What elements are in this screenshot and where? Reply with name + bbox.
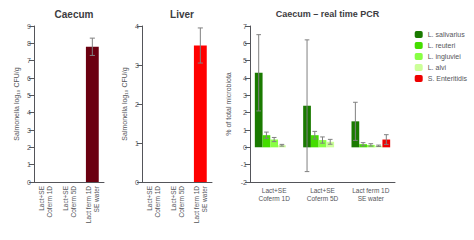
svg-text:8: 8 [27, 40, 31, 47]
svg-text:6: 6 [243, 40, 247, 47]
svg-text:4: 4 [243, 75, 247, 82]
svg-text:Coferm 1D: Coferm 1D [258, 195, 290, 202]
svg-text:1: 1 [243, 127, 247, 134]
svg-text:Coferm 5D: Coferm 5D [178, 186, 185, 218]
svg-text:Lact+SE: Lact+SE [146, 185, 153, 210]
svg-text:Coferm 1D: Coferm 1D [46, 186, 53, 218]
svg-text:Caecum: Caecum [55, 9, 94, 20]
svg-text:Salmonella log₁₀ CFU/g: Salmonella log₁₀ CFU/g [121, 67, 129, 140]
svg-text:SE water: SE water [358, 195, 385, 202]
svg-text:L. salivarius: L. salivarius [428, 31, 465, 38]
svg-text:4: 4 [135, 23, 139, 30]
svg-text:% of total microbiota: % of total microbiota [225, 72, 232, 136]
svg-text:Coferm 5D: Coferm 5D [307, 195, 339, 202]
svg-text:6: 6 [27, 75, 31, 82]
svg-text:Lact+SE: Lact+SE [38, 185, 45, 210]
svg-text:5: 5 [27, 92, 31, 99]
svg-text:5: 5 [243, 57, 247, 64]
svg-text:9: 9 [27, 23, 31, 30]
svg-text:L. reuteri: L. reuteri [428, 42, 456, 49]
svg-text:Coferm 5D: Coferm 5D [70, 186, 77, 218]
svg-text:2: 2 [243, 109, 247, 116]
svg-text:Coferm 1D: Coferm 1D [154, 186, 161, 218]
svg-text:-2: -2 [241, 179, 247, 186]
svg-text:Caecum – real time PCR: Caecum – real time PCR [276, 9, 380, 19]
svg-text:Salmonella log₁₀ CFU/g: Salmonella log₁₀ CFU/g [13, 67, 21, 140]
svg-text:3: 3 [243, 92, 247, 99]
svg-text:0: 0 [27, 179, 31, 186]
svg-text:Lact+SE: Lact+SE [310, 187, 335, 194]
svg-text:0: 0 [243, 144, 247, 151]
svg-text:7: 7 [27, 57, 31, 64]
svg-text:3: 3 [27, 127, 31, 134]
svg-text:-1: -1 [241, 161, 247, 168]
svg-text:S. Enteritidis: S. Enteritidis [428, 75, 468, 82]
svg-text:2: 2 [27, 144, 31, 151]
svg-text:7: 7 [243, 23, 247, 30]
svg-text:1: 1 [27, 161, 31, 168]
svg-text:SE water: SE water [201, 185, 208, 212]
svg-text:Lact ferm 1D: Lact ferm 1D [85, 186, 92, 224]
svg-text:Lact ferm 1D: Lact ferm 1D [352, 187, 390, 194]
svg-text:2: 2 [135, 101, 139, 108]
svg-text:Lact+SE: Lact+SE [62, 185, 69, 210]
svg-text:L. alvi: L. alvi [428, 64, 447, 71]
svg-text:Lact+SE: Lact+SE [170, 185, 177, 210]
svg-text:0: 0 [135, 179, 139, 186]
svg-text:3: 3 [135, 62, 139, 69]
svg-text:SE water: SE water [93, 185, 100, 212]
svg-text:Lact+SE: Lact+SE [262, 187, 287, 194]
svg-text:4: 4 [27, 109, 31, 116]
svg-text:1: 1 [135, 140, 139, 147]
svg-text:Liver: Liver [170, 9, 194, 20]
svg-text:L. ingluviei: L. ingluviei [428, 53, 462, 61]
svg-text:Lact ferm 1D: Lact ferm 1D [193, 186, 200, 224]
